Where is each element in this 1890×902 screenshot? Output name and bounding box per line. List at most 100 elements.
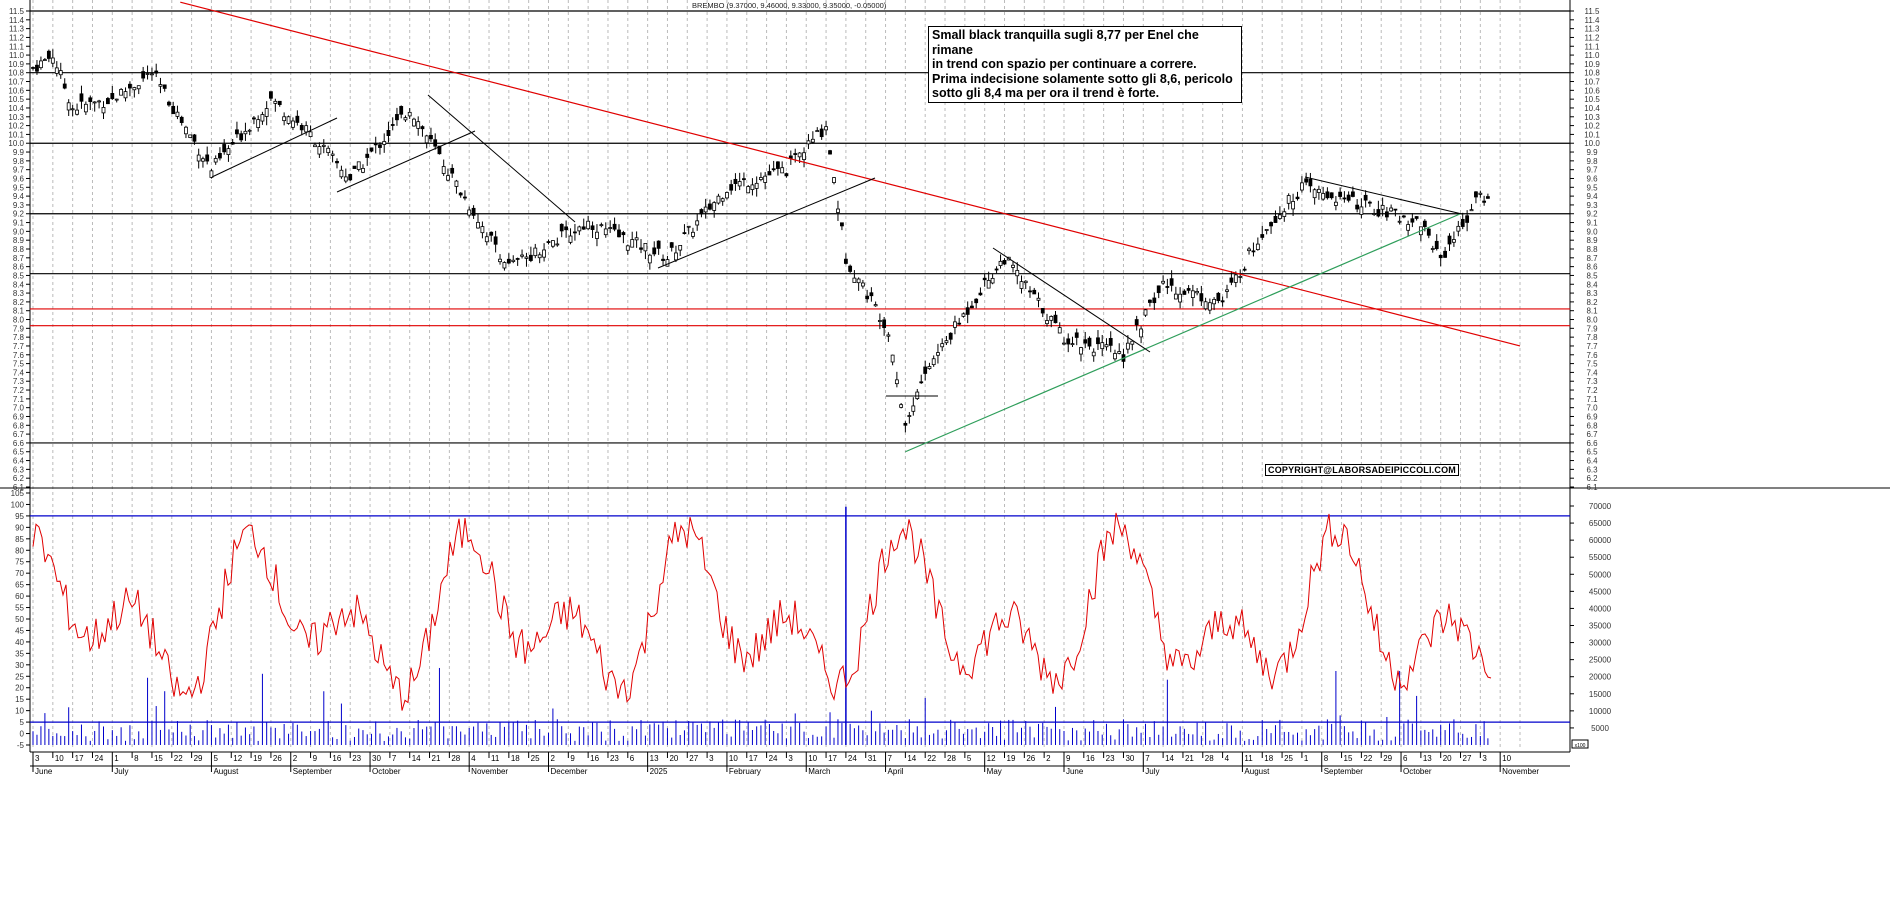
svg-text:10.9: 10.9 [1584, 60, 1600, 69]
svg-text:6.2: 6.2 [1586, 474, 1598, 483]
svg-text:December: December [550, 767, 587, 776]
svg-text:March: March [808, 767, 830, 776]
svg-text:4: 4 [471, 754, 476, 763]
svg-text:7.8: 7.8 [1586, 333, 1598, 342]
svg-text:35: 35 [15, 649, 24, 658]
svg-text:10.6: 10.6 [1584, 86, 1600, 95]
svg-text:10: 10 [55, 754, 64, 763]
svg-text:April: April [888, 767, 904, 776]
svg-text:10.3: 10.3 [8, 113, 24, 122]
svg-text:10.8: 10.8 [1584, 69, 1600, 78]
svg-text:9.6: 9.6 [1586, 174, 1598, 183]
svg-text:9.0: 9.0 [1586, 227, 1598, 236]
svg-text:7.5: 7.5 [13, 360, 25, 369]
svg-text:September: September [1324, 767, 1363, 776]
svg-text:25: 25 [1284, 754, 1293, 763]
svg-text:5: 5 [213, 754, 218, 763]
svg-text:8.4: 8.4 [1586, 280, 1598, 289]
svg-text:23: 23 [352, 754, 361, 763]
svg-text:8: 8 [134, 754, 139, 763]
svg-text:7.4: 7.4 [13, 368, 25, 377]
svg-text:February: February [729, 767, 761, 776]
svg-text:30: 30 [15, 661, 24, 670]
svg-text:6.5: 6.5 [1586, 448, 1598, 457]
svg-text:10: 10 [1502, 754, 1511, 763]
svg-text:2: 2 [1046, 754, 1051, 763]
svg-text:7: 7 [888, 754, 893, 763]
svg-text:11.2: 11.2 [9, 33, 25, 42]
svg-text:24: 24 [769, 754, 778, 763]
svg-text:20: 20 [669, 754, 678, 763]
svg-text:0: 0 [20, 730, 25, 739]
svg-text:9.7: 9.7 [13, 166, 25, 175]
svg-text:11.5: 11.5 [9, 7, 25, 16]
svg-text:10.0: 10.0 [8, 139, 24, 148]
svg-text:17: 17 [75, 754, 84, 763]
svg-text:7.9: 7.9 [13, 324, 25, 333]
svg-text:45000: 45000 [1589, 587, 1612, 596]
svg-text:9.9: 9.9 [13, 148, 25, 157]
svg-text:10.5: 10.5 [8, 95, 24, 104]
svg-text:10.1: 10.1 [1584, 130, 1600, 139]
svg-text:11.3: 11.3 [9, 25, 25, 34]
svg-text:11: 11 [1244, 754, 1253, 763]
svg-text:80: 80 [15, 546, 24, 555]
svg-text:8.1: 8.1 [1586, 307, 1598, 316]
svg-text:11.0: 11.0 [9, 51, 25, 60]
svg-text:28: 28 [451, 754, 460, 763]
svg-text:25: 25 [531, 754, 540, 763]
svg-text:8.6: 8.6 [1586, 263, 1598, 272]
svg-text:70000: 70000 [1589, 502, 1612, 511]
svg-text:3: 3 [788, 754, 793, 763]
svg-text:9: 9 [570, 754, 575, 763]
svg-text:23: 23 [610, 754, 619, 763]
svg-text:8.2: 8.2 [13, 298, 25, 307]
svg-text:75: 75 [15, 558, 24, 567]
svg-text:40: 40 [15, 638, 24, 647]
svg-text:11.0: 11.0 [1585, 51, 1601, 60]
svg-text:15: 15 [15, 695, 24, 704]
svg-text:6.6: 6.6 [13, 439, 25, 448]
svg-text:24: 24 [848, 754, 857, 763]
svg-text:20000: 20000 [1589, 673, 1612, 682]
svg-text:18: 18 [511, 754, 520, 763]
svg-text:70: 70 [15, 569, 24, 578]
svg-text:30: 30 [372, 754, 381, 763]
svg-text:July: July [114, 767, 128, 776]
svg-text:July: July [1145, 767, 1159, 776]
svg-text:10000: 10000 [1589, 707, 1612, 716]
svg-text:40000: 40000 [1589, 604, 1612, 613]
svg-text:21: 21 [1185, 754, 1194, 763]
svg-text:9.1: 9.1 [1586, 219, 1598, 228]
svg-text:19: 19 [253, 754, 262, 763]
svg-text:10: 10 [808, 754, 817, 763]
svg-text:17: 17 [828, 754, 837, 763]
svg-text:5: 5 [20, 718, 25, 727]
svg-text:9.5: 9.5 [1586, 183, 1598, 192]
svg-text:10: 10 [729, 754, 738, 763]
svg-text:8.3: 8.3 [1586, 289, 1598, 298]
svg-text:9.5: 9.5 [13, 183, 25, 192]
svg-text:6: 6 [1403, 754, 1408, 763]
svg-text:29: 29 [1383, 754, 1392, 763]
svg-text:9.4: 9.4 [13, 192, 25, 201]
svg-text:24: 24 [94, 754, 103, 763]
svg-text:6.8: 6.8 [1586, 421, 1598, 430]
svg-text:7.0: 7.0 [13, 404, 25, 413]
svg-text:14: 14 [1165, 754, 1174, 763]
svg-text:10.4: 10.4 [1584, 104, 1600, 113]
svg-text:10.7: 10.7 [1584, 78, 1600, 87]
svg-text:August: August [213, 767, 239, 776]
svg-text:7.2: 7.2 [13, 386, 25, 395]
svg-text:7.5: 7.5 [1586, 360, 1598, 369]
svg-text:August: August [1244, 767, 1270, 776]
svg-text:8.7: 8.7 [1586, 254, 1598, 263]
svg-text:18: 18 [1264, 754, 1273, 763]
svg-text:30: 30 [1125, 754, 1134, 763]
svg-text:3: 3 [1482, 754, 1487, 763]
svg-text:9.0: 9.0 [13, 227, 25, 236]
svg-text:11.1: 11.1 [9, 42, 25, 51]
svg-text:10.7: 10.7 [8, 78, 24, 87]
svg-text:10.0: 10.0 [1584, 139, 1600, 148]
